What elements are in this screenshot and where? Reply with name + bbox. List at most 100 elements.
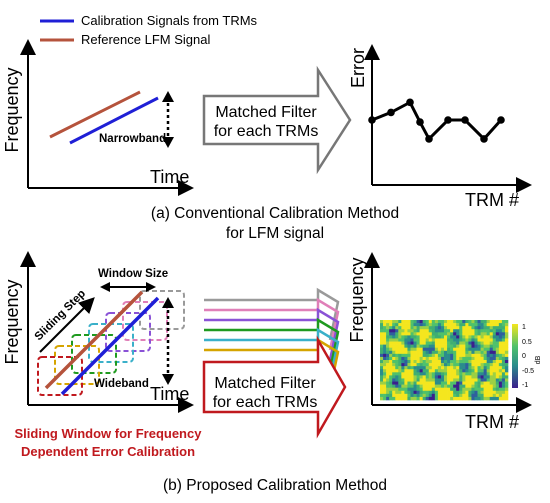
heatmap-cell xyxy=(474,350,478,355)
colorbar-unit: dB xyxy=(535,355,542,364)
heatmap-cell xyxy=(389,335,393,339)
heatmap-cell xyxy=(459,369,463,373)
heatmap-cell xyxy=(453,366,457,370)
heatmap-cell xyxy=(498,390,503,395)
heatmap-cell xyxy=(462,320,466,324)
heatmap-cell xyxy=(422,363,427,367)
heatmap-cell xyxy=(471,396,475,401)
heatmap-cell xyxy=(489,378,494,382)
heatmap-cell xyxy=(492,344,497,348)
heatmap-cell xyxy=(504,353,509,358)
heatmap-cell xyxy=(389,344,393,348)
heatmap-cell xyxy=(380,363,384,367)
heatmap-cell xyxy=(465,344,469,348)
heatmap-cell xyxy=(456,366,460,370)
heatmap-cell xyxy=(422,384,427,388)
heatmap-cell xyxy=(504,390,509,395)
heatmap-cell xyxy=(453,335,457,339)
heatmap-cell xyxy=(419,381,423,385)
heatmap-cell xyxy=(395,341,399,345)
heatmap-cell xyxy=(471,387,475,392)
heatmap-cell xyxy=(422,326,427,330)
heatmap-cell xyxy=(437,350,442,355)
heatmap-cell xyxy=(440,384,445,388)
heatmap-cell xyxy=(428,393,433,398)
heatmap-cell xyxy=(383,369,387,373)
heatmap-cell xyxy=(419,366,423,370)
heatmap-cell xyxy=(501,375,506,379)
heatmap-cell xyxy=(413,378,417,382)
heatmap-cell xyxy=(392,384,396,388)
heatmap-cell xyxy=(410,329,414,333)
heatmap-cell xyxy=(404,381,408,385)
heatmap-cell xyxy=(450,320,454,324)
heatmap-cell xyxy=(489,369,494,373)
heatmap-cell xyxy=(380,329,384,333)
heatmap-cell xyxy=(453,341,457,345)
heatmap-cell xyxy=(419,347,423,352)
heatmap-cell xyxy=(380,335,384,339)
heatmap-cell xyxy=(474,341,478,345)
heatmap-cell xyxy=(471,341,475,345)
heatmap-cell xyxy=(398,363,402,367)
heatmap-cell xyxy=(386,356,390,361)
heatmap-cell xyxy=(395,329,399,333)
heatmap-cell xyxy=(483,375,487,379)
heatmap-cell xyxy=(489,390,494,395)
heatmap-cell xyxy=(389,338,393,342)
heatmap-cell xyxy=(407,387,411,392)
heatmap-cell xyxy=(495,353,500,358)
heatmap-cell xyxy=(428,338,433,342)
heatmap-cell xyxy=(498,384,503,388)
heatmap-cell xyxy=(410,372,414,376)
legend: Calibration Signals from TRMs Reference … xyxy=(40,13,258,47)
heatmap-cell xyxy=(413,350,417,355)
heatmap-cell xyxy=(440,341,445,345)
heatmap-cell xyxy=(404,335,408,339)
heatmap-cell xyxy=(465,356,469,361)
heatmap-cell xyxy=(389,341,393,345)
sliding-window xyxy=(105,312,151,352)
heatmap-cell xyxy=(462,390,466,395)
heatmap-cell xyxy=(440,350,445,355)
heatmap-cell xyxy=(450,363,454,367)
heatmap-cell xyxy=(434,329,439,333)
heatmap-cell xyxy=(504,372,509,376)
heatmap-cell xyxy=(434,341,439,345)
heatmap-cell xyxy=(431,378,436,382)
heatmap-cell xyxy=(495,360,500,364)
heatmap-cell xyxy=(434,381,439,385)
heatmap-cell xyxy=(498,323,503,327)
heatmap-cell xyxy=(453,329,457,333)
heatmap-cell xyxy=(474,363,478,367)
heatmap-cell xyxy=(425,363,430,367)
heatmap-cell xyxy=(389,332,393,336)
heatmap-cell xyxy=(471,353,475,358)
heatmap-cell xyxy=(444,381,448,385)
heatmap-cell xyxy=(428,372,433,376)
heatmap-cell xyxy=(489,338,494,342)
heatmap-cell xyxy=(380,344,384,348)
heatmap-cell xyxy=(389,353,393,358)
heatmap-cell xyxy=(480,323,484,327)
heatmap-cell xyxy=(422,369,427,373)
heatmap-cell xyxy=(447,323,451,327)
heatmap-cell xyxy=(386,396,390,401)
heatmap-cell xyxy=(459,344,463,348)
heatmap-cell xyxy=(447,344,451,348)
heatmap-cell xyxy=(398,338,402,342)
filter-text-b-line2: for each TRMs xyxy=(213,394,318,411)
heatmap-cell xyxy=(383,320,387,324)
heatmap-cell xyxy=(419,344,423,348)
error-point xyxy=(416,118,424,126)
heatmap-cell xyxy=(422,335,427,339)
heatmap-cell xyxy=(425,323,430,327)
heatmap-cell xyxy=(440,347,445,352)
heatmap-cell xyxy=(440,338,445,342)
heatmap-cell xyxy=(486,353,491,358)
heatmap-cell xyxy=(498,363,503,367)
narrowband-arrow-down xyxy=(162,137,174,148)
heatmap-cell xyxy=(419,338,423,342)
heatmap-plot: Frequency TRM # 1 0.5 0 -0.5 -1 dB xyxy=(347,252,542,432)
heatmap-cell xyxy=(425,387,430,392)
